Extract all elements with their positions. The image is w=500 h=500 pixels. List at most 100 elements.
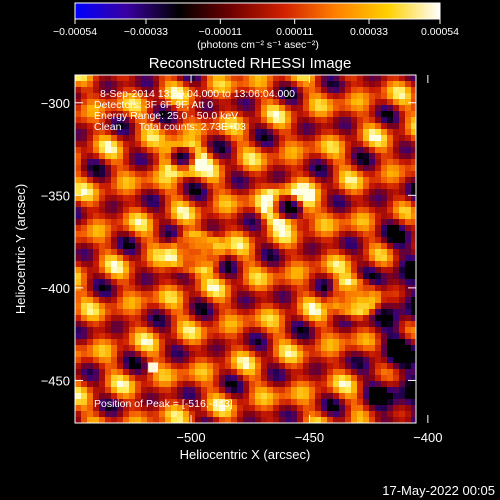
heatmap-cell bbox=[249, 87, 256, 94]
heatmap-cell bbox=[99, 165, 106, 172]
heatmap-cell bbox=[147, 393, 154, 400]
heatmap-cell bbox=[411, 135, 416, 142]
heatmap-cell bbox=[393, 207, 400, 214]
heatmap-cell bbox=[315, 243, 322, 250]
heatmap-cell bbox=[207, 297, 214, 304]
heatmap-cell bbox=[333, 309, 340, 316]
heatmap-cell bbox=[93, 231, 100, 238]
heatmap-cell bbox=[261, 405, 268, 412]
heatmap-cell bbox=[177, 225, 184, 232]
heatmap-cell bbox=[75, 141, 82, 148]
heatmap-cell bbox=[249, 165, 256, 172]
heatmap-cell bbox=[345, 231, 352, 238]
heatmap-cell bbox=[297, 219, 304, 226]
heatmap-cell bbox=[81, 345, 88, 352]
heatmap-cell bbox=[189, 315, 196, 322]
heatmap-cell bbox=[111, 333, 118, 340]
heatmap-cell bbox=[285, 213, 292, 220]
heatmap-cell bbox=[399, 225, 406, 232]
heatmap-cell bbox=[159, 327, 166, 334]
heatmap-cell bbox=[207, 333, 214, 340]
heatmap-cell bbox=[231, 375, 238, 382]
heatmap-cell bbox=[171, 303, 178, 310]
heatmap-cell bbox=[279, 195, 286, 202]
heatmap-cell bbox=[405, 375, 412, 382]
heatmap-cell bbox=[117, 129, 124, 136]
heatmap-cell bbox=[213, 363, 220, 370]
heatmap-cell bbox=[87, 285, 94, 292]
heatmap-cell bbox=[207, 285, 214, 292]
heatmap-cell bbox=[231, 165, 238, 172]
heatmap-cell bbox=[117, 243, 124, 250]
heatmap-cell bbox=[219, 177, 226, 184]
heatmap-cell bbox=[219, 201, 226, 208]
heatmap-cell bbox=[285, 75, 292, 82]
heatmap-cell bbox=[219, 231, 226, 238]
heatmap-cell bbox=[243, 249, 250, 256]
heatmap-cell bbox=[105, 315, 112, 322]
heatmap-cell bbox=[243, 231, 250, 238]
heatmap-cell bbox=[327, 255, 334, 262]
heatmap-cell bbox=[195, 225, 202, 232]
heatmap-cell bbox=[249, 315, 256, 322]
heatmap-cell bbox=[81, 117, 88, 124]
heatmap-cell bbox=[393, 225, 400, 232]
heatmap-cell bbox=[399, 255, 406, 262]
heatmap-cell bbox=[195, 393, 202, 400]
heatmap-cell bbox=[75, 93, 82, 100]
heatmap-cell bbox=[261, 327, 268, 334]
heatmap-cell bbox=[255, 327, 262, 334]
heatmap-cell bbox=[237, 105, 244, 112]
heatmap-cell bbox=[165, 405, 172, 412]
heatmap-cell bbox=[387, 243, 394, 250]
heatmap-cell bbox=[129, 207, 136, 214]
heatmap-cell bbox=[123, 303, 130, 310]
heatmap-cell bbox=[255, 387, 262, 394]
heatmap-cell bbox=[399, 189, 406, 196]
heatmap-cell bbox=[129, 387, 136, 394]
heatmap-cell bbox=[273, 303, 280, 310]
heatmap-cell bbox=[393, 285, 400, 292]
heatmap-cell bbox=[243, 177, 250, 184]
heatmap-cell bbox=[153, 189, 160, 196]
heatmap-cell bbox=[399, 405, 406, 412]
heatmap-cell bbox=[105, 117, 112, 124]
heatmap-cell bbox=[267, 123, 274, 130]
heatmap-cell bbox=[321, 261, 328, 268]
heatmap-cell bbox=[165, 123, 172, 130]
heatmap-cell bbox=[177, 345, 184, 352]
heatmap-cell bbox=[267, 201, 274, 208]
heatmap-cell bbox=[393, 237, 400, 244]
heatmap-cell bbox=[411, 201, 416, 208]
heatmap-cell bbox=[123, 147, 130, 154]
heatmap-cell bbox=[351, 255, 358, 262]
heatmap-cell bbox=[285, 249, 292, 256]
heatmap-cell bbox=[321, 249, 328, 256]
heatmap-cell bbox=[345, 369, 352, 376]
heatmap-cell bbox=[333, 327, 340, 334]
heatmap-cell bbox=[351, 249, 358, 256]
heatmap-cell bbox=[195, 375, 202, 382]
heatmap-cell bbox=[153, 195, 160, 202]
heatmap-cell bbox=[195, 285, 202, 292]
heatmap-cell bbox=[291, 87, 298, 94]
heatmap-cell bbox=[129, 279, 136, 286]
heatmap-cell bbox=[261, 177, 268, 184]
heatmap-cell bbox=[249, 153, 256, 160]
heatmap-cell bbox=[249, 177, 256, 184]
heatmap-cell bbox=[129, 189, 136, 196]
heatmap-cell bbox=[111, 303, 118, 310]
heatmap-cell bbox=[399, 153, 406, 160]
heatmap-cell bbox=[357, 309, 364, 316]
heatmap-cell bbox=[369, 375, 376, 382]
heatmap-cell bbox=[273, 117, 280, 124]
heatmap-cell bbox=[81, 369, 88, 376]
heatmap-cell bbox=[117, 327, 124, 334]
heatmap-cell bbox=[135, 357, 142, 364]
heatmap-cell bbox=[321, 417, 328, 423]
heatmap-cell bbox=[267, 207, 274, 214]
heatmap-cell bbox=[135, 285, 142, 292]
heatmap-cell bbox=[207, 225, 214, 232]
heatmap-cell bbox=[273, 75, 280, 82]
heatmap-cell bbox=[207, 81, 214, 88]
